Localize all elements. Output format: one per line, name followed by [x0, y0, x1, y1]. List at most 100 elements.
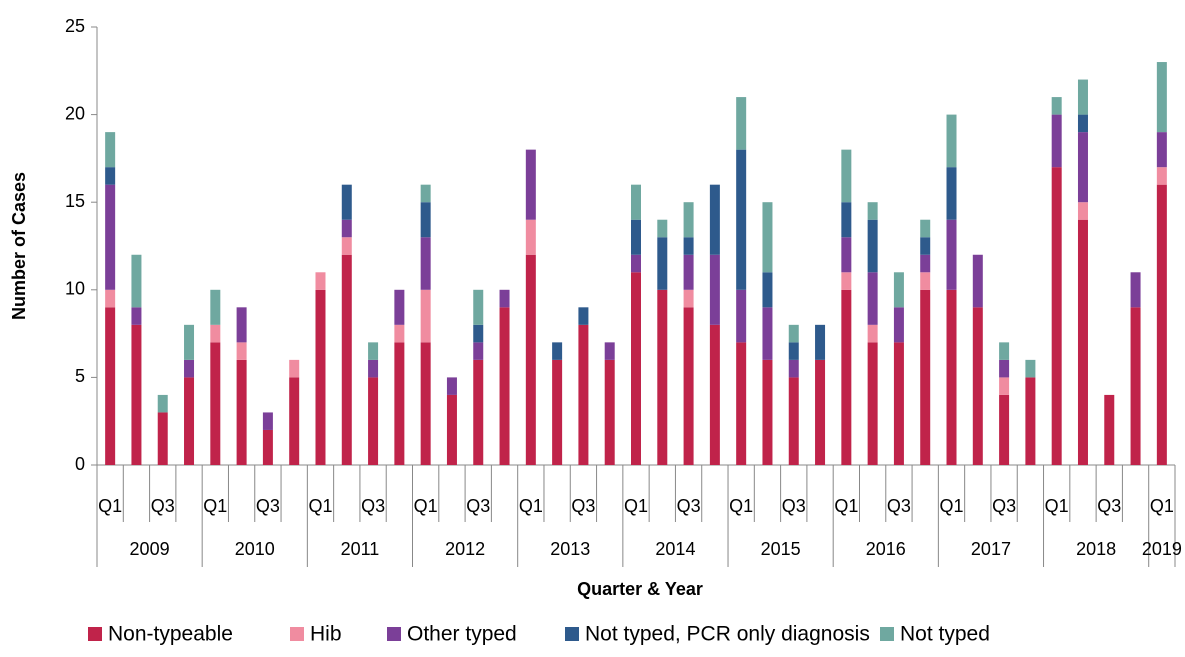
- bar-segment: [1025, 377, 1036, 465]
- x-tick-label: Q1: [729, 496, 753, 516]
- bar-segment: [920, 219, 931, 238]
- bar-segment: [762, 307, 773, 360]
- bar-segment: [999, 394, 1010, 465]
- bar-segment: [631, 184, 641, 220]
- bar-segment: [420, 342, 431, 465]
- bar-segment: [841, 202, 852, 238]
- x-tick-label: Q3: [887, 496, 911, 516]
- bar-segment: [1156, 62, 1167, 133]
- y-tick-label: 10: [65, 279, 85, 299]
- y-tick-label: 15: [65, 191, 85, 211]
- bar-segment: [341, 184, 352, 220]
- bar-segment: [709, 184, 720, 255]
- y-tick-label: 20: [65, 103, 85, 123]
- bar-segment: [105, 167, 116, 185]
- bar-segment: [184, 359, 195, 378]
- x-axis-title: Quarter & Year: [577, 579, 703, 599]
- bar-segment: [525, 254, 536, 465]
- bar-segment: [105, 184, 116, 290]
- bar-segment: [920, 237, 931, 255]
- bar-segment: [420, 237, 431, 290]
- bar-segment: [788, 359, 799, 378]
- legend-label: Hib: [310, 623, 342, 646]
- bar-segment: [867, 272, 878, 325]
- bar-segment: [1051, 97, 1062, 115]
- bar-segment: [420, 184, 431, 203]
- bar-segment: [657, 219, 668, 238]
- bar-segment: [473, 359, 484, 465]
- bar-segment: [631, 272, 641, 465]
- bar-segment: [420, 289, 431, 343]
- bar-segment: [131, 307, 142, 325]
- bar-segment: [631, 254, 641, 273]
- bar-segment: [604, 359, 615, 465]
- y-axis-title: Number of Cases: [9, 172, 29, 320]
- bar-segment: [289, 359, 300, 378]
- x-tick-label: Q3: [466, 496, 490, 516]
- bar-segment: [105, 307, 116, 465]
- bar-segment: [525, 149, 536, 220]
- legend-swatch: [88, 627, 102, 641]
- bar-segment: [736, 289, 747, 343]
- bar-segment: [788, 324, 799, 343]
- bar-segment: [631, 219, 641, 255]
- bar-segment: [578, 324, 589, 465]
- bar-segment: [131, 254, 142, 308]
- y-tick-label: 25: [65, 16, 85, 36]
- year-label: 2016: [866, 539, 906, 559]
- bar-segment: [841, 149, 852, 203]
- bar-segment: [841, 272, 852, 290]
- bar-segment: [394, 289, 405, 325]
- x-tick-label: Q3: [151, 496, 175, 516]
- y-tick-label: 0: [75, 454, 85, 474]
- bar-segment: [657, 289, 668, 465]
- bar-segment: [683, 307, 694, 465]
- bar-segment: [210, 289, 221, 325]
- bar-segment: [105, 132, 116, 168]
- bar-segment: [1156, 167, 1167, 185]
- year-label: 2011: [341, 539, 380, 559]
- bar-segment: [473, 324, 484, 343]
- bar-segment: [394, 324, 405, 343]
- bar-segment: [289, 377, 300, 465]
- x-tick-label: Q1: [1150, 496, 1174, 516]
- bar-segment: [236, 359, 247, 465]
- bar-segment: [946, 289, 957, 465]
- bar-segment: [788, 342, 799, 360]
- bar-segment: [972, 254, 983, 308]
- bar-segment: [368, 359, 379, 378]
- x-tick-label: Q1: [414, 496, 438, 516]
- year-label: 2014: [655, 539, 695, 559]
- legend-label: Not typed: [900, 623, 990, 646]
- x-tick-label: Q1: [624, 496, 648, 516]
- bar-segment: [446, 377, 457, 395]
- bar-segment: [867, 219, 878, 273]
- bar-segment: [1051, 114, 1062, 168]
- x-tick-label: Q1: [834, 496, 858, 516]
- x-tick-label: Q3: [1097, 496, 1121, 516]
- bar-segment: [762, 202, 773, 273]
- year-label: 2012: [445, 539, 485, 559]
- bar-segment: [920, 272, 931, 290]
- bar-segment: [105, 289, 116, 308]
- bar-segment: [131, 324, 142, 465]
- bar-segment: [736, 342, 747, 465]
- bar-segment: [394, 342, 405, 465]
- bar-segment: [762, 359, 773, 465]
- bar-segment: [1051, 167, 1062, 465]
- bar-segment: [420, 202, 431, 238]
- bar-segment: [341, 254, 352, 465]
- bar-segment: [157, 394, 168, 413]
- bar-segment: [999, 342, 1010, 360]
- x-tick-label: Q3: [992, 496, 1016, 516]
- bar-segment: [683, 237, 694, 255]
- bar-segment: [604, 342, 615, 360]
- bar-segment: [157, 412, 168, 465]
- year-label: 2013: [550, 539, 590, 559]
- bar-segment: [709, 324, 720, 465]
- bar-segment: [1077, 202, 1088, 220]
- bar-segment: [683, 202, 694, 238]
- x-tick-label: Q1: [940, 496, 964, 516]
- y-tick-label: 5: [75, 366, 85, 386]
- x-tick-label: Q3: [256, 496, 280, 516]
